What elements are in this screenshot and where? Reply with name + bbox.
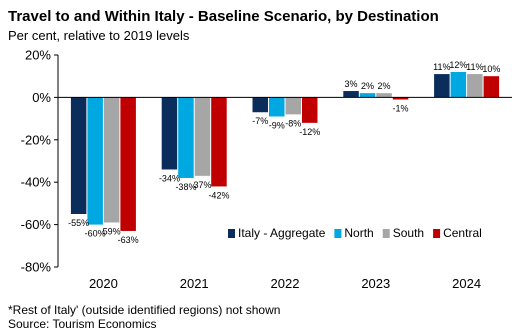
- legend-label: South: [393, 226, 424, 240]
- x-tick-label: 2022: [271, 276, 300, 291]
- bar: [302, 97, 318, 123]
- bar: [87, 97, 103, 225]
- y-tick-label: -60%: [21, 217, 52, 232]
- legend-label: Italy - Aggregate: [238, 226, 326, 240]
- bar: [343, 91, 359, 98]
- bar: [161, 97, 178, 170]
- bar: [467, 74, 483, 98]
- legend-swatch: [433, 229, 441, 238]
- data-label: 10%: [482, 64, 500, 74]
- data-label: -60%: [85, 229, 106, 239]
- legend: Italy - Aggregate North South Central: [228, 226, 482, 240]
- bar: [392, 97, 409, 100]
- bar: [70, 97, 87, 214]
- y-tick-label: -20%: [21, 132, 52, 147]
- y-axis: 20% 0% -20% -40% -60% -80%: [21, 48, 59, 275]
- legend-label: North: [344, 226, 373, 240]
- y-tick-label: 0%: [32, 90, 51, 105]
- footnote: *Rest of Italy' (outside identified regi…: [8, 303, 281, 317]
- data-label: 2%: [378, 81, 391, 91]
- bar: [483, 76, 500, 98]
- chart-title: Travel to and Within Italy - Baseline Sc…: [8, 8, 439, 25]
- data-label: -7%: [252, 116, 268, 126]
- chart-subtitle: Per cent, relative to 2019 levels: [8, 28, 190, 43]
- bar: [178, 97, 194, 178]
- bar: [103, 97, 120, 223]
- bars: [70, 71, 500, 231]
- bar: [120, 97, 136, 231]
- x-axis: 2020 2021 2022 2023 2024: [58, 96, 512, 291]
- data-label: -34%: [159, 173, 180, 183]
- data-label: -12%: [299, 127, 320, 137]
- data-label: 12%: [449, 60, 467, 70]
- x-tick-label: 2024: [452, 276, 481, 291]
- source-note: Source: Tourism Economics: [8, 317, 157, 331]
- bar: [285, 97, 301, 115]
- bar: [359, 93, 376, 98]
- y-tick-label: 20%: [25, 48, 51, 63]
- data-label: -63%: [118, 235, 139, 245]
- data-label: 11%: [433, 62, 450, 72]
- bar: [211, 97, 227, 187]
- bar: [450, 71, 467, 98]
- data-labels: -55%-60%59%-63%-34%-38%37%-42%-7% -9% -8%-…: [68, 60, 500, 245]
- data-label: -42%: [208, 190, 229, 200]
- data-label: -55%: [68, 218, 89, 228]
- bar: [376, 93, 392, 98]
- data-label: -9%: [269, 120, 285, 130]
- y-tick-label: -80%: [21, 260, 52, 275]
- data-label: -38%: [175, 182, 196, 192]
- bar: [269, 97, 285, 117]
- bar: [434, 74, 450, 98]
- legend-swatch: [334, 229, 342, 238]
- data-label: 59%: [103, 226, 121, 236]
- data-label: -8%: [285, 118, 301, 128]
- bar: [252, 97, 268, 113]
- data-label: -1%: [393, 104, 409, 114]
- x-tick-label: 2020: [89, 276, 118, 291]
- data-label: 2%: [361, 81, 374, 91]
- data-label: 11%: [466, 62, 483, 72]
- legend-label: Central: [443, 226, 482, 240]
- x-tick-label: 2021: [180, 276, 209, 291]
- y-tick-label: -40%: [21, 175, 52, 190]
- bar-chart: 20%0%-20%-40%-60%-80% -55%-60%59%-63%-34…: [21, 48, 512, 291]
- data-label: 3%: [345, 79, 358, 89]
- data-label: 37%: [193, 180, 211, 190]
- x-tick-label: 2023: [361, 276, 390, 291]
- legend-swatch: [228, 229, 235, 238]
- legend-swatch: [382, 229, 390, 238]
- bar: [194, 97, 211, 176]
